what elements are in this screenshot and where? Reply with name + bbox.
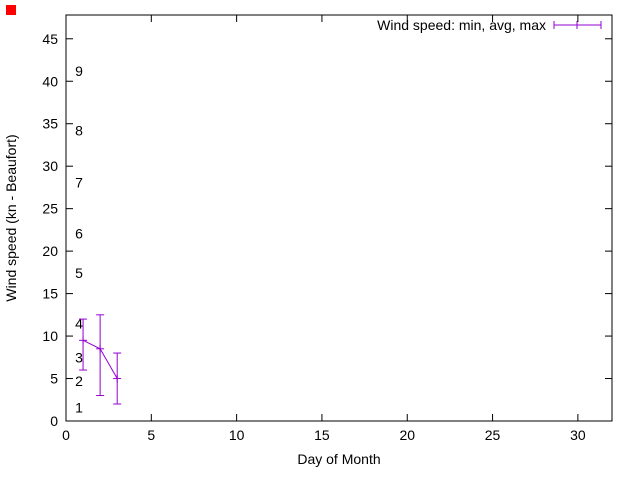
x-tick-label: 5 (147, 427, 155, 443)
beaufort-scale-label: 5 (75, 265, 83, 281)
beaufort-scale-label: 7 (75, 174, 83, 190)
beaufort-scale-label: 6 (75, 225, 83, 241)
x-tick-label: 25 (485, 427, 501, 443)
beaufort-scale-label: 9 (75, 63, 83, 79)
y-tick-label: 30 (42, 158, 58, 174)
x-axis-title: Day of Month (297, 451, 380, 467)
y-tick-label: 5 (50, 371, 58, 387)
beaufort-scale-label: 8 (75, 123, 83, 139)
y-tick-label: 15 (42, 286, 58, 302)
beaufort-scale-label: 2 (75, 373, 83, 389)
beaufort-scale-label: 1 (75, 399, 83, 415)
plot-border (65, 14, 613, 422)
legend-label: Wind speed: min, avg, max (377, 17, 546, 33)
beaufort-scale-label: 4 (75, 315, 83, 331)
x-tick-label: 20 (399, 427, 415, 443)
red-corner-marker (6, 5, 16, 15)
y-tick-label: 20 (42, 243, 58, 259)
y-tick-label: 0 (50, 413, 58, 429)
x-tick-label: 30 (570, 427, 586, 443)
y-tick-label: 40 (42, 73, 58, 89)
y-tick-label: 10 (42, 328, 58, 344)
y-axis-title: Wind speed (kn - Beaufort) (3, 134, 19, 301)
beaufort-scale-label: 3 (75, 349, 83, 365)
y-tick-label: 25 (42, 201, 58, 217)
y-tick-label: 35 (42, 116, 58, 132)
y-tick-label: 45 (42, 31, 58, 47)
x-tick-label: 15 (314, 427, 330, 443)
x-tick-label: 10 (229, 427, 245, 443)
x-tick-label: 0 (62, 427, 70, 443)
